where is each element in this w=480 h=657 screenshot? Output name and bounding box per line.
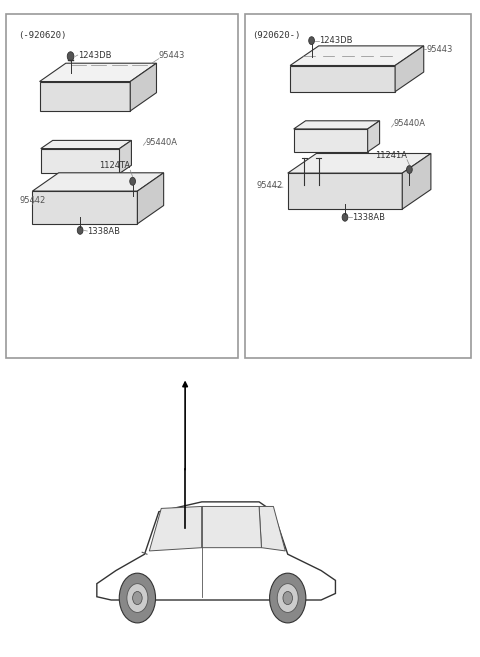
Circle shape — [407, 166, 412, 173]
Text: 1243DB: 1243DB — [319, 36, 352, 45]
Circle shape — [119, 573, 156, 623]
Polygon shape — [97, 502, 336, 600]
Polygon shape — [259, 507, 285, 551]
Polygon shape — [288, 154, 431, 173]
Polygon shape — [202, 507, 262, 548]
Polygon shape — [402, 154, 431, 209]
Polygon shape — [294, 121, 380, 129]
Polygon shape — [33, 173, 164, 191]
Text: (-920620): (-920620) — [18, 31, 66, 40]
Circle shape — [309, 37, 314, 45]
Polygon shape — [120, 141, 132, 173]
Polygon shape — [288, 173, 402, 209]
Polygon shape — [33, 191, 137, 224]
Polygon shape — [137, 173, 164, 224]
Circle shape — [67, 52, 74, 61]
Polygon shape — [149, 507, 202, 551]
Polygon shape — [39, 63, 156, 81]
Text: 95443: 95443 — [159, 51, 185, 60]
Polygon shape — [290, 66, 395, 92]
Circle shape — [270, 573, 306, 623]
Polygon shape — [290, 46, 424, 66]
Text: 1338AB: 1338AB — [87, 227, 120, 235]
Polygon shape — [395, 46, 424, 92]
Text: 95440A: 95440A — [146, 137, 178, 147]
Circle shape — [342, 214, 348, 221]
Text: (920620-): (920620-) — [252, 31, 300, 40]
Polygon shape — [41, 148, 120, 173]
Text: 95442: 95442 — [20, 196, 46, 206]
FancyBboxPatch shape — [245, 14, 471, 358]
Text: 95440A: 95440A — [394, 119, 426, 128]
Circle shape — [77, 227, 83, 235]
Text: 95442: 95442 — [257, 181, 283, 191]
Text: 1338AB: 1338AB — [352, 213, 385, 222]
Polygon shape — [39, 81, 130, 111]
Polygon shape — [41, 141, 132, 148]
Circle shape — [283, 591, 292, 604]
Text: 1124TA: 1124TA — [99, 161, 130, 170]
Text: 95443: 95443 — [426, 45, 453, 54]
Polygon shape — [294, 129, 368, 152]
Circle shape — [132, 591, 142, 604]
Polygon shape — [130, 63, 156, 111]
Text: 11241A: 11241A — [375, 150, 407, 160]
Text: 1243DB: 1243DB — [78, 51, 111, 60]
Circle shape — [277, 583, 298, 612]
Polygon shape — [368, 121, 380, 152]
Circle shape — [130, 177, 135, 185]
FancyBboxPatch shape — [6, 14, 238, 358]
Circle shape — [127, 583, 148, 612]
